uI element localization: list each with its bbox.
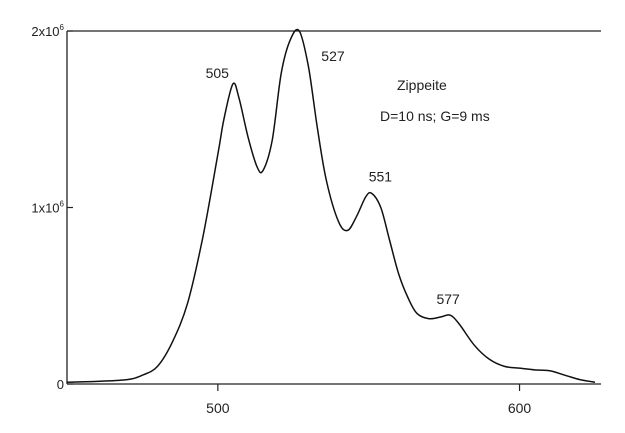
peak-label: 577 — [436, 291, 460, 307]
x-ticks: 500 600 — [206, 384, 531, 416]
peak-label: 551 — [369, 168, 393, 184]
y-ticks: 0 1x106 2x106 — [31, 23, 73, 392]
x-tick-label: 600 — [508, 400, 532, 416]
measurement-params: D=10 ns; G=9 ms — [380, 108, 490, 124]
x-tick-label: 500 — [206, 400, 230, 416]
y-tick-label: 0 — [57, 377, 64, 392]
peak-label: 505 — [206, 65, 230, 81]
sample-name: Zippeite — [397, 77, 447, 93]
y-tick-label: 1x106 — [31, 200, 64, 216]
peak-label: 527 — [321, 48, 345, 64]
peak-labels: 505 527 551 577 — [206, 48, 460, 307]
series-line — [66, 28, 596, 383]
y-tick-label: 2x106 — [31, 23, 64, 39]
